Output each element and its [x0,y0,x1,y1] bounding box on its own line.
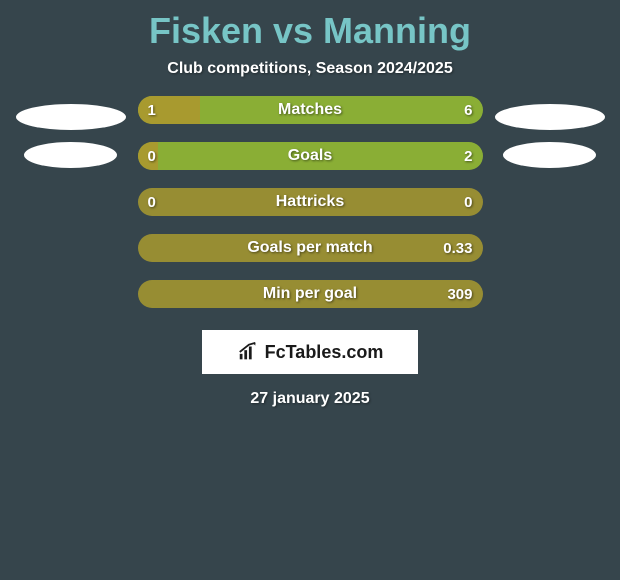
right-avatar-column [495,96,605,168]
brand-text: FcTables.com [265,342,384,363]
stat-label: Goals per match [138,234,483,262]
right-value: 309 [447,280,472,308]
chart-icon [237,341,259,363]
stat-bar: 0Hattricks0 [138,188,483,216]
avatar-placeholder [503,142,595,168]
left-avatar-column [16,96,126,168]
brand-badge: FcTables.com [202,330,418,374]
comparison-chart: 1Matches60Goals20Hattricks0Goals per mat… [0,96,620,308]
right-value: 6 [464,96,472,124]
stat-bar: 1Matches6 [138,96,483,124]
bar-list: 1Matches60Goals20Hattricks0Goals per mat… [138,96,483,308]
stat-bar: Min per goal309 [138,280,483,308]
page-title: Fisken vs Manning [0,0,620,52]
right-value: 0 [464,188,472,216]
stat-label: Hattricks [138,188,483,216]
right-value: 2 [464,142,472,170]
avatar-placeholder [24,142,116,168]
stat-bar: 0Goals2 [138,142,483,170]
right-value: 0.33 [443,234,472,262]
date-label: 27 january 2025 [0,374,620,408]
avatar-placeholder [495,104,605,130]
stat-bar: Goals per match0.33 [138,234,483,262]
page-subtitle: Club competitions, Season 2024/2025 [0,52,620,96]
avatar-placeholder [16,104,126,130]
stat-label: Min per goal [138,280,483,308]
stat-label: Goals [138,142,483,170]
stat-label: Matches [138,96,483,124]
